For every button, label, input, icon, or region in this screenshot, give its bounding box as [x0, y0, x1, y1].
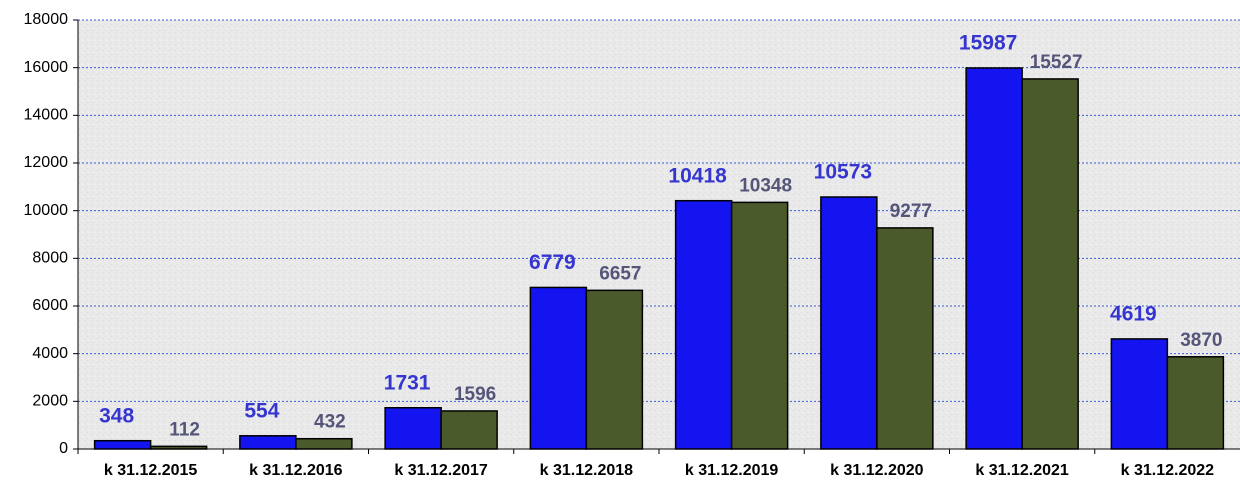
- value-label: 3870: [1180, 330, 1222, 351]
- bar: [876, 227, 934, 450]
- bar: [1021, 78, 1079, 450]
- bar: [1110, 338, 1169, 450]
- value-label: 15987: [959, 32, 1017, 55]
- x-tick-label: k 31.12.2017: [394, 462, 488, 479]
- bar: [93, 439, 152, 450]
- bar: [440, 410, 498, 450]
- y-tick-label: 16000: [24, 59, 69, 76]
- x-tick-label: k 31.12.2022: [1121, 462, 1215, 479]
- bar: [585, 289, 644, 450]
- value-label: 112: [169, 419, 200, 440]
- x-tick-label: k 31.12.2020: [830, 462, 924, 479]
- bar: [149, 445, 208, 450]
- bar: [295, 437, 353, 450]
- x-tick-label: k 31.12.2019: [685, 462, 779, 479]
- bar: [239, 435, 297, 450]
- x-tick-label: k 31.12.2015: [104, 462, 198, 479]
- y-tick-label: 2000: [32, 393, 68, 410]
- y-tick-label: 0: [59, 440, 68, 457]
- value-label: 10348: [739, 175, 792, 196]
- value-label: 9277: [890, 201, 932, 222]
- bar: [529, 286, 588, 450]
- bar: [384, 406, 442, 450]
- y-tick-label: 18000: [24, 11, 69, 28]
- bar: [965, 67, 1023, 450]
- x-tick-label: k 31.12.2018: [540, 462, 634, 479]
- value-label: 348: [99, 404, 134, 427]
- value-label: 15527: [1030, 52, 1083, 73]
- value-label: 6779: [529, 251, 576, 274]
- bar: [820, 196, 878, 450]
- y-tick-label: 4000: [32, 345, 68, 362]
- x-tick-label: k 31.12.2016: [249, 462, 343, 479]
- y-tick-label: 12000: [24, 154, 69, 171]
- y-tick-label: 10000: [24, 202, 69, 219]
- value-label: 4619: [1110, 302, 1157, 325]
- y-tick-label: 8000: [32, 250, 68, 267]
- y-tick-label: 14000: [24, 107, 69, 124]
- value-label: 10418: [668, 164, 727, 187]
- bar: [1166, 356, 1225, 450]
- value-label: 10573: [814, 161, 872, 184]
- value-label: 1596: [454, 384, 496, 405]
- value-label: 554: [244, 399, 279, 422]
- value-label: 6657: [599, 263, 641, 284]
- x-tick-label: k 31.12.2021: [975, 462, 1069, 479]
- bar: [674, 199, 733, 450]
- bar: [730, 201, 789, 450]
- value-label: 1731: [384, 371, 431, 394]
- value-label: 432: [314, 412, 346, 433]
- y-tick-label: 6000: [32, 297, 68, 314]
